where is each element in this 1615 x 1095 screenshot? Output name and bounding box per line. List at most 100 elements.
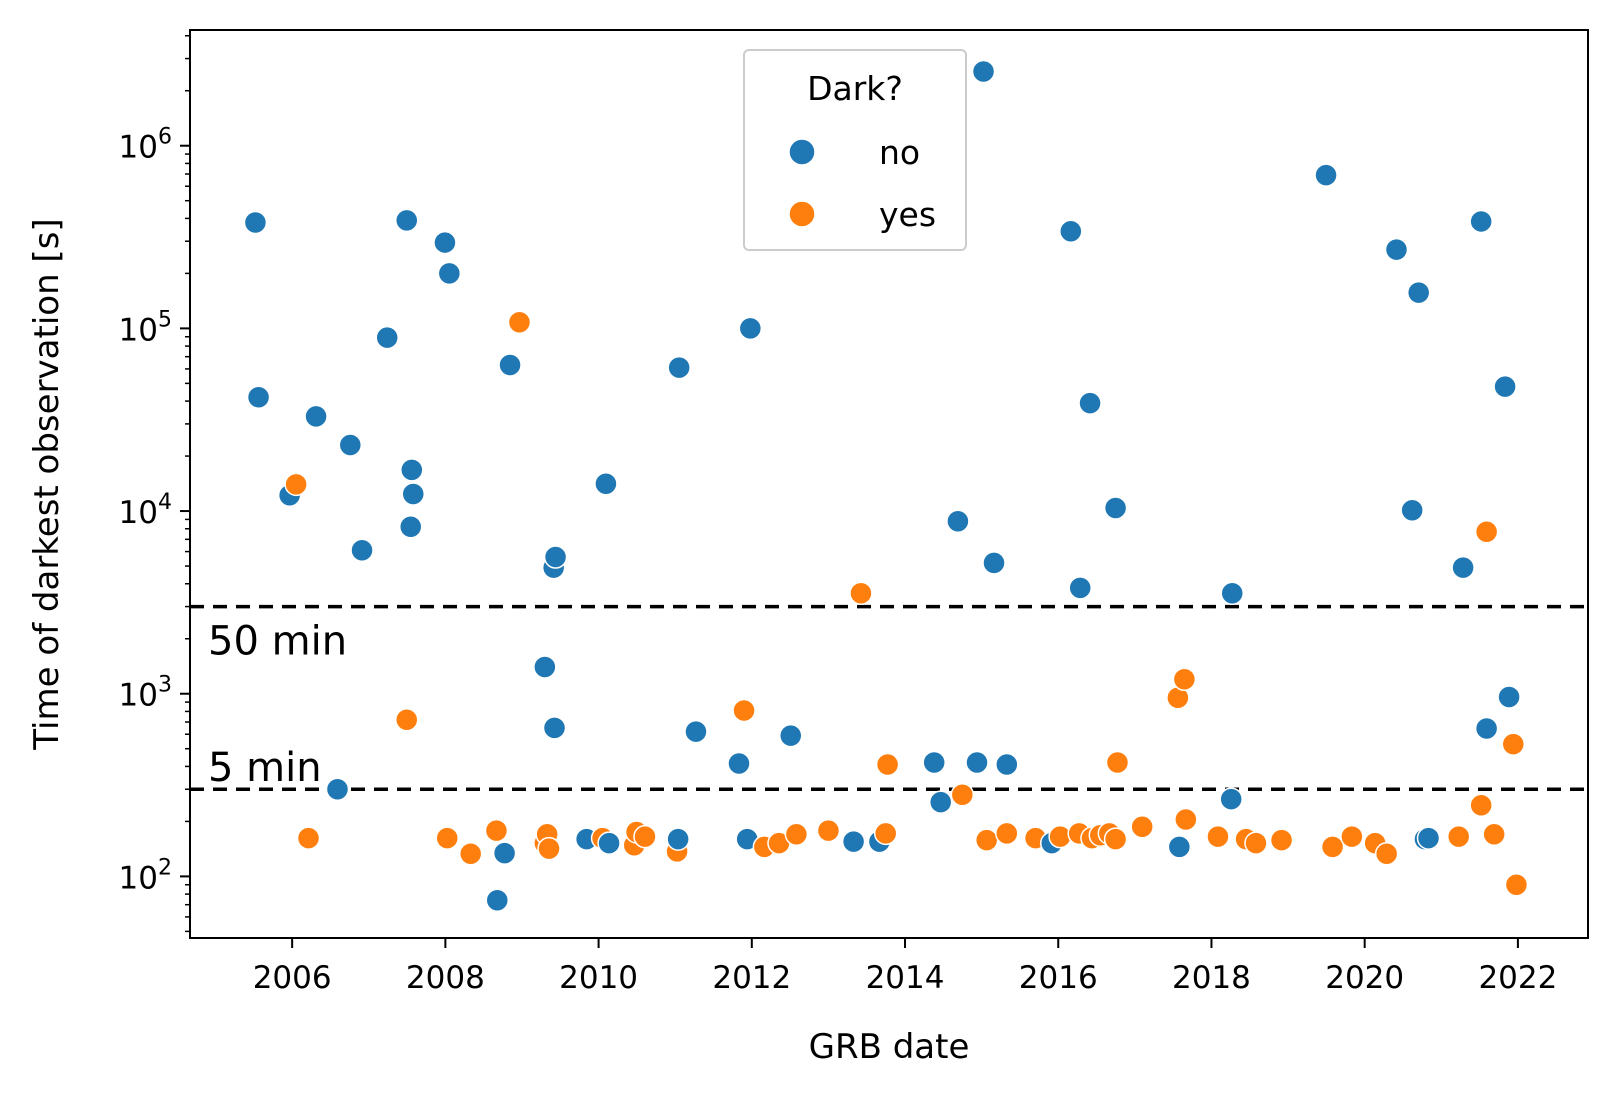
data-point-no [778,723,803,748]
data-point-no [1167,835,1192,859]
data-point-no [498,353,522,377]
data-point-yes [1469,793,1493,818]
threshold-label: 5 min [208,745,322,791]
data-point-no [667,355,691,380]
data-point-yes [1048,824,1072,849]
data-point-yes [1269,828,1294,852]
data-point-yes [1130,814,1154,839]
data-point-no [922,750,946,775]
data-point-yes [1172,667,1197,692]
data-point-no [1103,496,1128,520]
data-point-no [594,472,618,496]
data-point-yes [1340,824,1364,849]
data-point-yes [875,752,900,777]
data-point-no [738,316,763,341]
data-point-no [433,230,457,255]
data-points [243,59,1529,913]
data-point-yes [732,698,756,723]
data-point-yes [1501,732,1526,756]
legend-entry-no: no [879,133,920,172]
x-axis-label: GRB date [809,1027,970,1067]
data-point-yes [873,821,898,846]
data-point-no [597,831,621,855]
data-point-no [1068,576,1092,600]
data-point-no [398,515,423,539]
data-point-yes [849,581,873,605]
data-point-no [1469,209,1493,234]
data-point-no [684,719,708,744]
data-point-no [350,538,374,563]
data-point-no [1400,498,1424,523]
data-point-no [1384,237,1409,262]
data-point-no [533,655,557,679]
data-point-yes [1482,822,1506,847]
x-tick-label: 2010 [559,960,638,996]
threshold-label: 50 min [208,619,347,665]
x-tick-label: 2022 [1478,960,1557,996]
data-point-no [485,888,510,913]
data-point-yes [1320,835,1345,859]
data-point-no [1493,374,1517,399]
data-point-no [1314,163,1338,187]
data-point-no [841,829,866,854]
data-point-no [995,752,1019,777]
data-point-no [338,433,363,457]
data-point-yes [1446,824,1471,849]
data-point-no [394,208,419,233]
data-point-no [1406,280,1431,305]
data-point-no [1497,685,1521,709]
y-tick-label: 102 [119,855,172,896]
data-point-no [727,751,751,776]
data-point-yes [1206,824,1230,849]
data-point-no [1451,555,1475,580]
data-point-yes [995,821,1019,846]
data-point-no [971,59,996,84]
data-point-yes [950,782,975,807]
data-point-no [246,385,271,409]
data-point-yes [1374,842,1399,866]
data-point-no [1219,787,1243,811]
data-point-no [243,210,268,235]
x-tick-label: 2020 [1325,960,1404,996]
data-point-no [401,482,426,506]
legend-frame [743,49,967,251]
data-point-no [1416,826,1441,850]
data-point-no [928,790,953,814]
data-point-no [1059,219,1083,244]
x-tick-label: 2014 [866,960,945,996]
y-tick-label: 103 [119,673,172,714]
y-axis-label: Time of darkest observation [s] [27,218,67,750]
data-point-no [304,404,328,429]
data-point-yes [633,824,657,849]
y-axis-ticks: 102 103 104 105 106 [119,34,190,933]
data-point-no [400,458,424,482]
data-point-yes [1174,807,1198,832]
data-point-yes [296,826,321,850]
data-point-no [946,509,970,533]
legend: Dark? no yes [743,49,967,251]
data-point-yes [1244,831,1268,855]
plot-frame [189,29,1589,939]
data-point-no [542,716,567,740]
data-point-yes [1105,750,1130,775]
reference-lines: 50 min 5 min [190,604,1588,791]
data-point-yes [458,842,483,866]
data-point-no [492,841,517,865]
x-tick-label: 2018 [1172,960,1251,996]
data-point-yes [537,836,561,861]
x-tick-label: 2012 [712,960,791,996]
data-point-yes [507,310,532,335]
data-point-yes [784,822,809,847]
legend-title: Dark? [807,69,903,108]
data-point-yes [435,826,459,850]
y-tick-label: 106 [119,125,172,166]
data-point-yes [816,818,841,843]
legend-entry-yes: yes [879,195,936,234]
data-point-yes [1474,520,1499,544]
data-point-no [325,777,350,801]
data-point-yes [484,818,509,843]
data-point-no [437,261,462,286]
data-point-no [982,551,1006,575]
y-tick-label: 105 [119,307,172,348]
